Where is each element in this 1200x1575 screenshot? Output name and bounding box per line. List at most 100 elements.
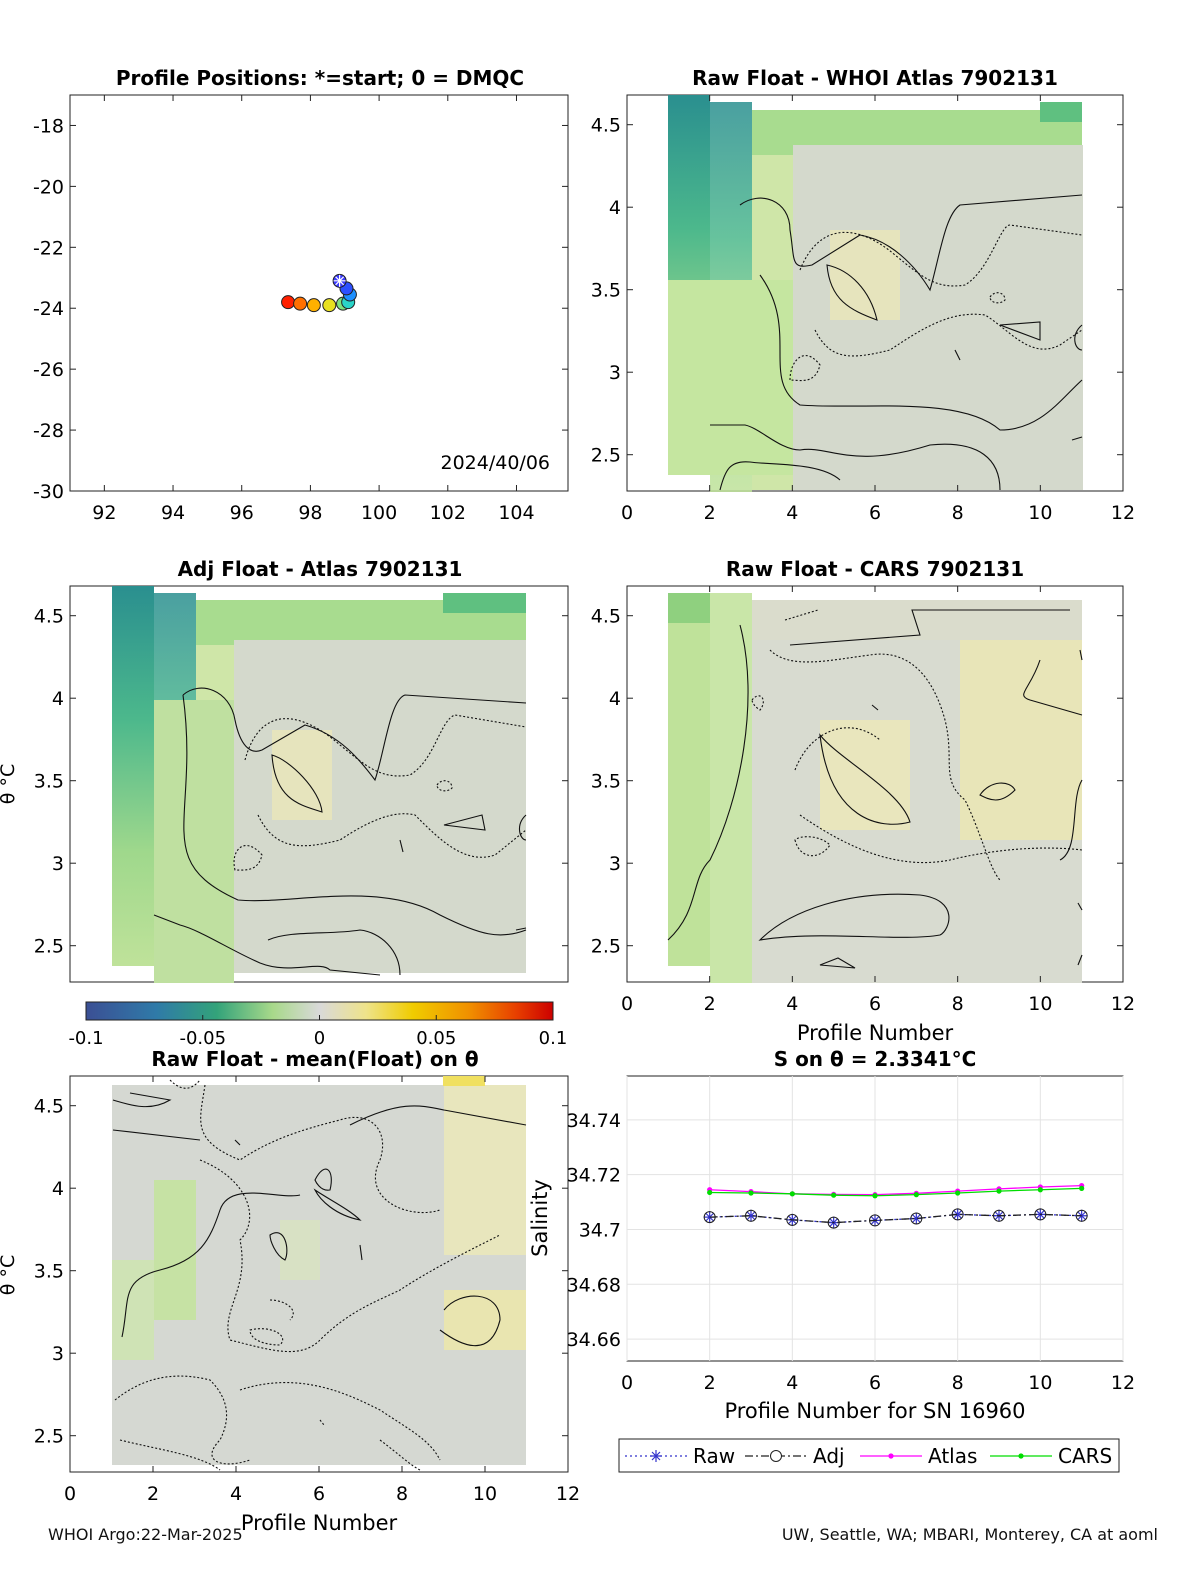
data-point-cars [913,1192,919,1198]
x-tick-label: 12 [1111,993,1135,1015]
salinity-title: S on θ = 2.3341°C [774,1047,977,1071]
y-tick-label: 4 [609,688,621,710]
y-tick-label: 3 [609,853,621,875]
x-tick-label: 6 [869,993,881,1015]
x-tick-label: 6 [869,502,881,524]
data-point-cars [1079,1185,1085,1191]
colorbar-tick-label: 0.05 [416,1028,456,1049]
data-point-raw [910,1212,923,1225]
mean-title: Raw Float - mean(Float) on θ [151,1047,478,1071]
y-tick-label: 34.66 [567,1329,621,1351]
x-tick-label: 98 [298,502,322,524]
y-tick-label: 3.5 [591,771,621,793]
data-point-adj [1034,1208,1047,1221]
y-tick-label: -30 [33,481,64,503]
y-tick-label: 34.72 [567,1165,621,1187]
x-tick-label: 2 [704,1372,716,1394]
y-tick-label: -24 [33,298,64,320]
x-tick-label: 0 [621,502,633,524]
colorbar-tick-label: 0.1 [539,1028,568,1049]
mean-heatmap [112,1076,526,1465]
positions-axes [69,94,569,492]
y-tick-label: 3 [52,853,64,875]
y-tick-label: 4 [52,688,64,710]
whoi-contours [710,194,1083,491]
profile-position-marker [306,298,321,313]
x-tick-label: 96 [230,502,254,524]
data-point-adj [993,1209,1005,1222]
data-point-cars [955,1190,961,1196]
cars-xlabel: Profile Number [797,1021,954,1045]
x-tick-label: 100 [361,502,397,524]
colorbar-tick-label: -0.1 [68,1028,103,1049]
cars-contours [667,609,1083,969]
whoi-dotted-contours [789,224,1083,382]
y-tick-label: 3.5 [34,1261,64,1283]
x-tick-label: 12 [556,1483,580,1505]
legend-label-atlas: Atlas [928,1444,977,1468]
salinity-ylabel: Salinity [528,1179,552,1257]
x-tick-label: 4 [230,1483,242,1505]
colorbar-tick-label: -0.05 [179,1028,226,1049]
legend-label-adj: Adj [813,1444,845,1468]
data-point-cars [789,1191,795,1197]
x-tick-label: 4 [786,1372,798,1394]
data-point-raw [1075,1209,1088,1222]
salinity-legend: Raw Adj Atlas CARS [618,1438,1120,1473]
x-tick-label: 10 [1028,993,1052,1015]
mean-ylabel: θ °C [0,1255,19,1295]
x-tick-label: 6 [313,1483,325,1505]
data-point-cars [707,1189,713,1196]
x-tick-label: 92 [92,502,116,524]
salinity-ticks: 0 2 4 6 8 10 12 34.66 34.68 34.7 34.72 34.74 [567,1110,1136,1394]
x-tick-label: 2 [147,1483,159,1505]
whoi-ticks: 2.5 3 3.5 4 4.5 0 2 4 6 8 10 12 [591,95,1135,524]
y-tick-label: 4 [52,1178,64,1200]
x-tick-label: 10 [473,1483,497,1505]
x-tick-label: 2 [704,993,716,1015]
x-tick-label: 8 [952,1372,964,1394]
x-tick-label: 12 [1111,502,1135,524]
y-tick-label: 4.5 [591,606,621,628]
mean-panel: Raw Float - mean(Float) on θ [0,1047,580,1535]
x-tick-label: 8 [396,1483,408,1505]
x-tick-label: 8 [952,502,964,524]
x-tick-label: 4 [786,993,798,1015]
data-point-raw [745,1209,757,1222]
y-tick-label: 3.5 [591,280,621,302]
y-tick-label: 4.5 [591,115,621,137]
whoi-title: Raw Float - WHOI Atlas 7902131 [692,66,1058,90]
y-tick-label: 34.7 [579,1219,621,1241]
positions-points [281,273,357,313]
data-point-adj [951,1208,964,1221]
footer-right: UW, Seattle, WA; MBARI, Monterey, CA at … [781,1525,1158,1544]
cars-title: Raw Float - CARS 7902131 [726,557,1024,581]
colorbar-tick-label: 0 [314,1028,325,1049]
cars-ticks: 2.5 3 3.5 4 4.5 0 2 4 6 8 10 12 [591,586,1135,1015]
legend-marker-adj [770,1450,782,1462]
adj-ticks: 2.5 3 3.5 4 4.5 [34,606,568,958]
legend-marker-cars [1018,1453,1024,1459]
salinity-series [703,1183,1088,1229]
legend-marker-atlas [888,1453,894,1459]
series-line-atlas [709,1184,1082,1196]
salinity-panel: S on θ = 2.3341°C 0 2 4 6 8 10 12 34.66 34.68 34.… [528,1047,1136,1473]
series-line-cars [709,1187,1082,1197]
cars-dotted-contours [751,609,1083,881]
y-tick-label: 2.5 [591,936,621,958]
y-tick-label: -22 [33,237,64,259]
y-tick-label: 3 [609,362,621,384]
y-tick-label: 4.5 [34,606,64,628]
positions-y-ticks: -18 -20 -22 -24 -26 -28 -30 [33,115,568,503]
footer-left: WHOI Argo:22-Mar-2025 [48,1525,243,1544]
adj-heatmap [112,586,526,983]
salinity-xlabel: Profile Number for SN 16960 [724,1399,1025,1423]
adj-title: Adj Float - Atlas 7902131 [178,557,463,581]
data-point-adj [1075,1209,1088,1222]
cars-panel: Raw Float - CARS 7902131 [591,557,1135,1045]
legend-label-raw: Raw [693,1444,735,1468]
y-tick-label: -18 [33,115,64,137]
positions-panel: Profile Positions: *=start; 0 = DMQC -18… [33,66,569,524]
x-tick-label: 10 [1028,1372,1052,1394]
data-point-adj [786,1213,799,1226]
